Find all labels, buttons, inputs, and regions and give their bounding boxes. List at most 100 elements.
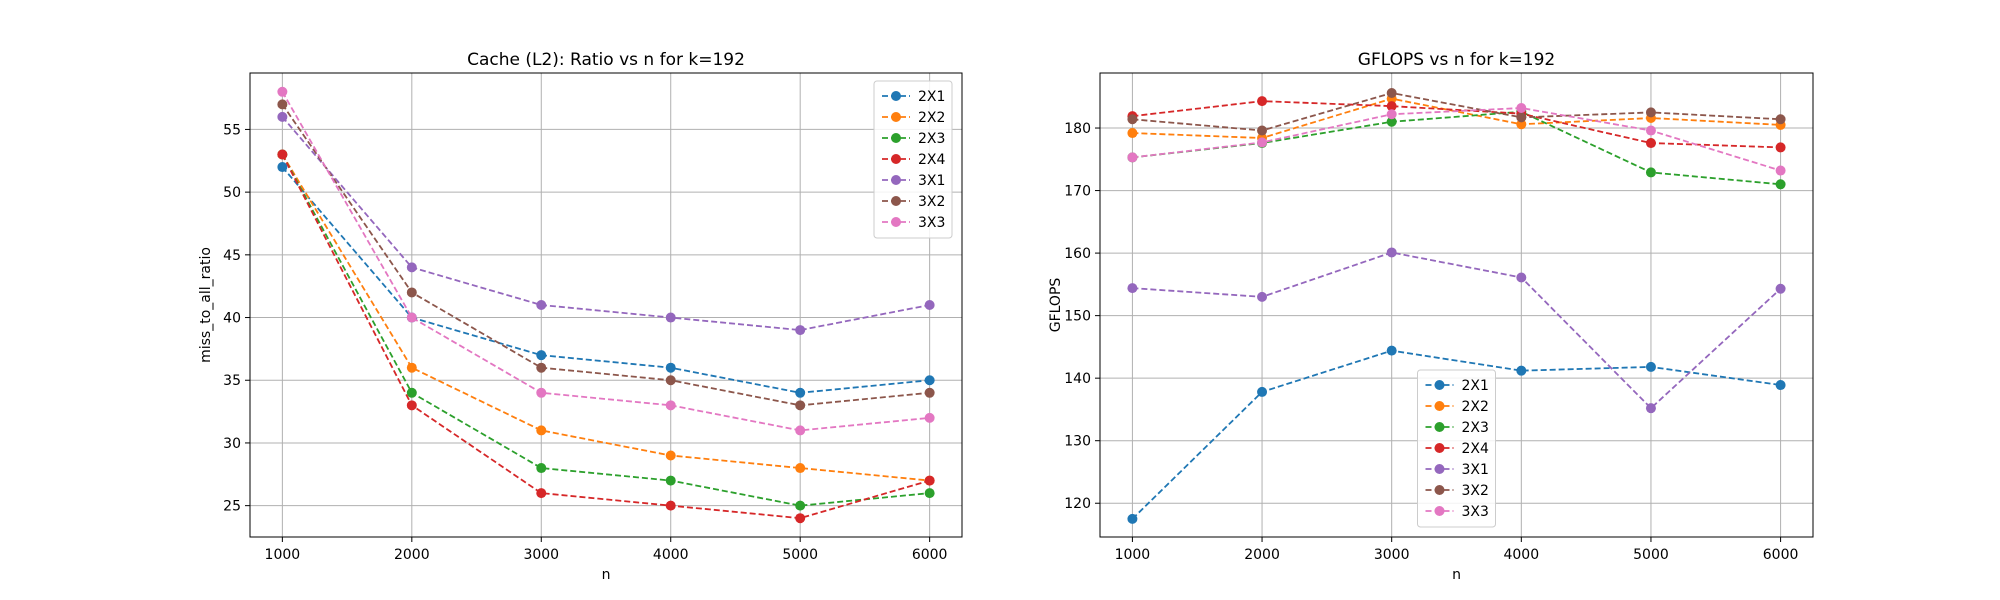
ratio-chart-data-point-3X3 — [924, 412, 935, 423]
gflops-chart-data-point-2X1 — [1516, 365, 1527, 376]
ratio-chart-data-point-2X3 — [406, 387, 417, 398]
ratio-chart-data-point-2X4 — [277, 149, 288, 160]
ratio-chart-y-axis-label: miss_to_all_ratio — [198, 247, 214, 363]
gflops-chart-legend-label-2X3: 2X3 — [1462, 420, 1489, 436]
ratio-chart-data-point-3X2 — [406, 287, 417, 298]
ratio-chart-legend-label-3X1: 3X1 — [918, 173, 945, 189]
ratio-chart-x-tick-label: 1000 — [265, 547, 301, 563]
gflops-chart-data-point-3X3 — [1386, 109, 1397, 120]
ratio-chart-data-point-3X1 — [406, 262, 417, 273]
ratio-chart-series — [277, 86, 935, 524]
ratio-chart-x-tick-label: 5000 — [782, 547, 818, 563]
ratio-chart-series-line-2X1 — [281, 166, 930, 394]
gflops-chart-data-point-3X1 — [1127, 283, 1138, 294]
gflops-chart-data-point-3X1 — [1257, 291, 1268, 302]
gflops-chart-y-tick-label: 140 — [1064, 371, 1091, 387]
ratio-chart-data-point-3X3 — [277, 86, 288, 97]
ratio-chart-data-point-2X2 — [406, 362, 417, 373]
ratio-chart-data-point-2X1 — [536, 350, 547, 361]
gflops-chart-y-tick-label: 130 — [1064, 434, 1091, 450]
gflops-chart-data-point-2X4 — [1645, 138, 1656, 149]
ratio-chart-ticks: 1000 2000 3000 4000 5000 6000 25 30 35 40 45 50 55 — [223, 122, 947, 563]
gflops-chart-legend-marker-3X1 — [1434, 464, 1445, 474]
ratio-chart-legend-marker-2X3 — [891, 133, 901, 143]
gflops-chart-data-point-3X3 — [1257, 137, 1268, 148]
ratio-chart-data-point-3X3 — [665, 400, 676, 411]
ratio-chart-x-tick-label: 2000 — [394, 547, 430, 563]
gflops-chart-ticks: 1000 2000 3000 4000 5000 6000 120 130 140 150 160 1… — [1064, 121, 1798, 563]
ratio-chart-data-point-3X1 — [924, 300, 935, 310]
ratio-chart-data-point-2X3 — [924, 488, 935, 499]
gflops-chart-axes-frame — [1099, 72, 1814, 538]
ratio-chart: 1000 2000 3000 4000 5000 6000 25 30 35 40 45 50 55 C… — [198, 50, 963, 583]
gflops-chart-x-tick-label: 1000 — [1115, 547, 1151, 563]
ratio-chart-data-point-2X1 — [795, 387, 806, 398]
ratio-chart-series-line-2X2 — [281, 154, 930, 482]
ratio-chart-data-point-2X1 — [924, 375, 935, 386]
gflops-chart-data-point-3X2 — [1516, 112, 1527, 123]
gflops-chart-x-tick-label: 2000 — [1244, 547, 1280, 563]
ratio-chart-y-tick-label: 50 — [223, 185, 241, 201]
ratio-chart-series-line-3X3 — [281, 91, 930, 432]
ratio-chart-legend-marker-3X1 — [891, 175, 901, 185]
gflops-chart-data-point-2X1 — [1257, 386, 1268, 397]
gflops-chart-data-point-2X3 — [1645, 167, 1656, 178]
ratio-chart-data-point-3X2 — [665, 375, 676, 386]
gflops-chart-data-point-3X3 — [1127, 152, 1138, 163]
ratio-chart-data-point-3X1 — [277, 111, 288, 122]
gflops-chart-data-point-2X1 — [1775, 380, 1786, 391]
gflops-chart-data-point-2X3 — [1775, 179, 1786, 190]
gflops-chart-data-point-3X2 — [1127, 114, 1138, 125]
gflops-chart-data-point-3X2 — [1257, 125, 1268, 136]
gflops-chart-y-axis-label: GFLOPS — [1048, 278, 1064, 333]
ratio-chart-x-tick-label: 6000 — [912, 547, 948, 563]
gflops-chart-series-line-3X3 — [1132, 107, 1781, 172]
ratio-chart-data-point-2X3 — [665, 475, 676, 486]
gflops-chart-legend-marker-2X2 — [1434, 401, 1445, 411]
ratio-chart-legend-marker-2X1 — [891, 91, 901, 101]
gflops-chart-series-line-2X1 — [1131, 349, 1781, 520]
gflops-chart-legend-marker-2X3 — [1434, 422, 1445, 432]
gflops-chart-legend-label-3X2: 3X2 — [1462, 483, 1489, 499]
ratio-chart-x-tick-label: 4000 — [653, 547, 689, 563]
gflops-chart-legend-label-3X1: 3X1 — [1462, 462, 1489, 478]
ratio-chart-data-point-2X2 — [665, 450, 676, 461]
ratio-chart-data-point-3X1 — [665, 312, 676, 323]
gflops-chart-legend-label-2X4: 2X4 — [1462, 441, 1489, 457]
gflops-chart-y-tick-label: 120 — [1064, 496, 1091, 512]
gflops-chart-data-point-2X4 — [1257, 96, 1268, 107]
ratio-chart-axes-frame — [249, 72, 963, 538]
gflops-chart-data-point-2X1 — [1645, 361, 1656, 372]
ratio-chart-legend-label-2X4: 2X4 — [918, 152, 945, 168]
gflops-chart-data-point-3X1 — [1775, 283, 1786, 294]
gflops-chart-data-point-2X4 — [1775, 142, 1786, 153]
gflops-chart-data-point-3X3 — [1775, 165, 1786, 176]
ratio-chart-data-point-3X3 — [406, 312, 417, 323]
ratio-chart-legend-label-2X1: 2X1 — [918, 89, 945, 105]
gflops-chart-data-point-3X2 — [1645, 107, 1656, 118]
ratio-chart-data-point-2X4 — [795, 513, 806, 524]
ratio-chart-y-tick-label: 25 — [223, 499, 241, 515]
ratio-chart-data-point-3X2 — [277, 99, 288, 110]
ratio-chart-data-point-2X1 — [665, 362, 676, 373]
gflops-chart-data-point-3X1 — [1645, 403, 1656, 414]
ratio-chart-series-line-3X2 — [281, 103, 930, 407]
gflops-chart-x-tick-label: 4000 — [1503, 547, 1539, 563]
gflops-chart-data-point-3X3 — [1516, 103, 1527, 114]
gflops-chart-y-tick-label: 180 — [1064, 121, 1091, 137]
ratio-chart-y-tick-label: 55 — [223, 122, 241, 138]
gflops-chart-legend-marker-3X2 — [1434, 485, 1445, 495]
ratio-chart-data-point-3X1 — [536, 300, 547, 310]
ratio-chart-legend: 2X1 2X2 2X3 2X4 3X1 3X2 3X3 — [873, 80, 953, 239]
ratio-chart-x-tick-label: 3000 — [523, 547, 559, 563]
gflops-chart-legend-marker-2X1 — [1434, 380, 1445, 390]
ratio-chart-data-point-2X4 — [665, 500, 676, 511]
gflops-chart-data-point-2X4 — [1386, 101, 1397, 112]
gflops-chart-x-tick-label: 5000 — [1633, 547, 1669, 563]
gflops-chart-series-line-3X1 — [1132, 251, 1782, 410]
ratio-chart-data-point-2X4 — [406, 400, 417, 411]
ratio-chart-data-point-2X2 — [536, 425, 547, 436]
ratio-chart-legend-marker-2X2 — [891, 112, 901, 122]
gflops-chart-data-point-3X2 — [1775, 114, 1786, 125]
